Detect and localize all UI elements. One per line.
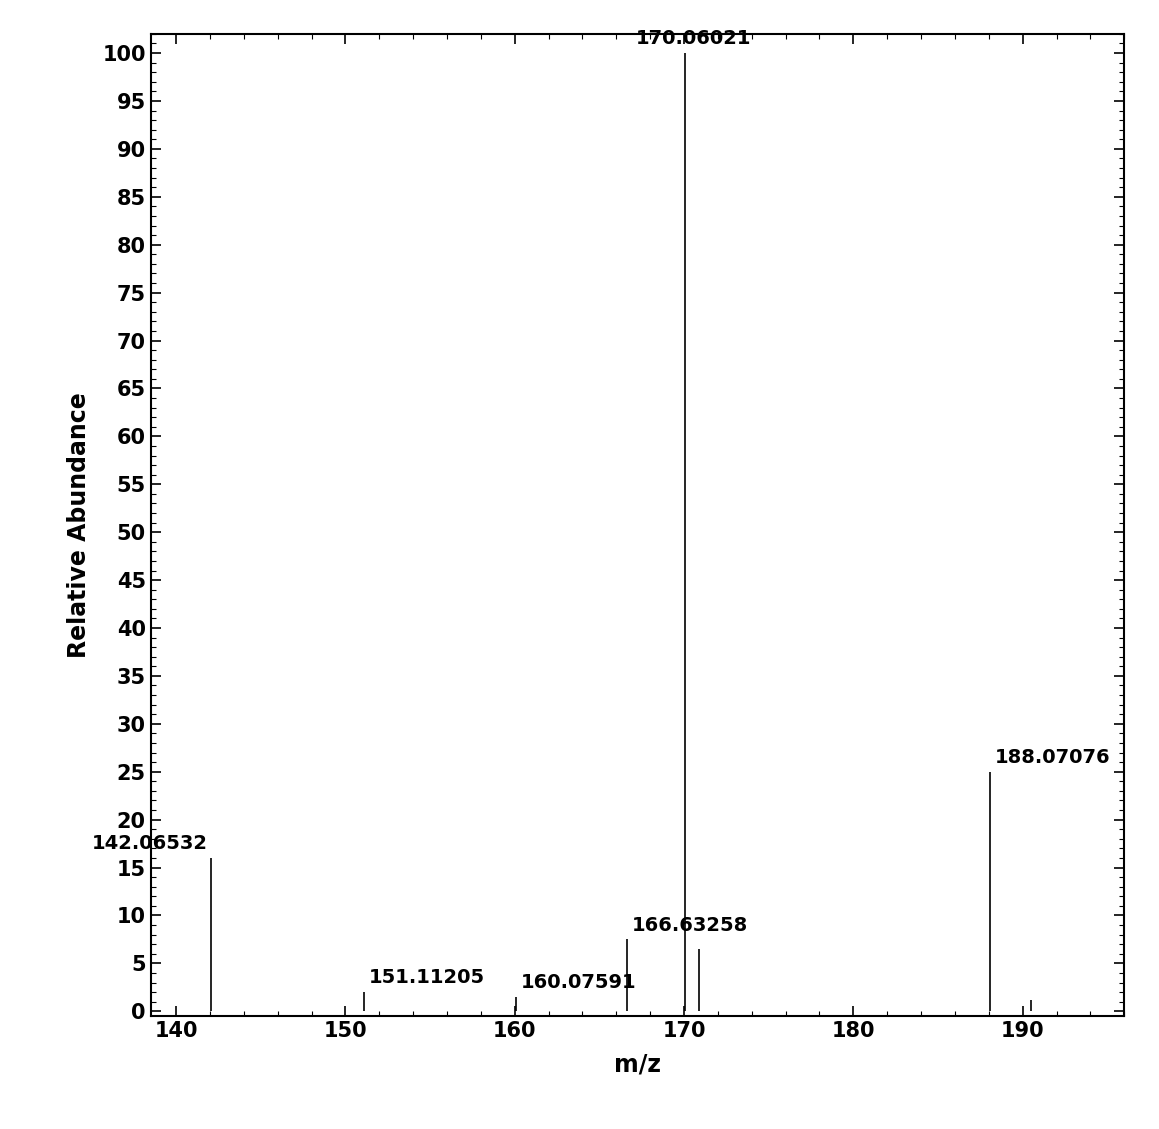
Text: 166.63258: 166.63258: [632, 916, 749, 935]
Y-axis label: Relative Abundance: Relative Abundance: [67, 392, 92, 658]
Text: 142.06532: 142.06532: [92, 834, 207, 854]
Text: 151.11205: 151.11205: [370, 969, 486, 988]
Text: 160.07591: 160.07591: [522, 973, 636, 992]
Text: 170.06021: 170.06021: [636, 29, 751, 49]
X-axis label: m/z: m/z: [614, 1052, 661, 1076]
Text: 188.07076: 188.07076: [996, 747, 1110, 767]
